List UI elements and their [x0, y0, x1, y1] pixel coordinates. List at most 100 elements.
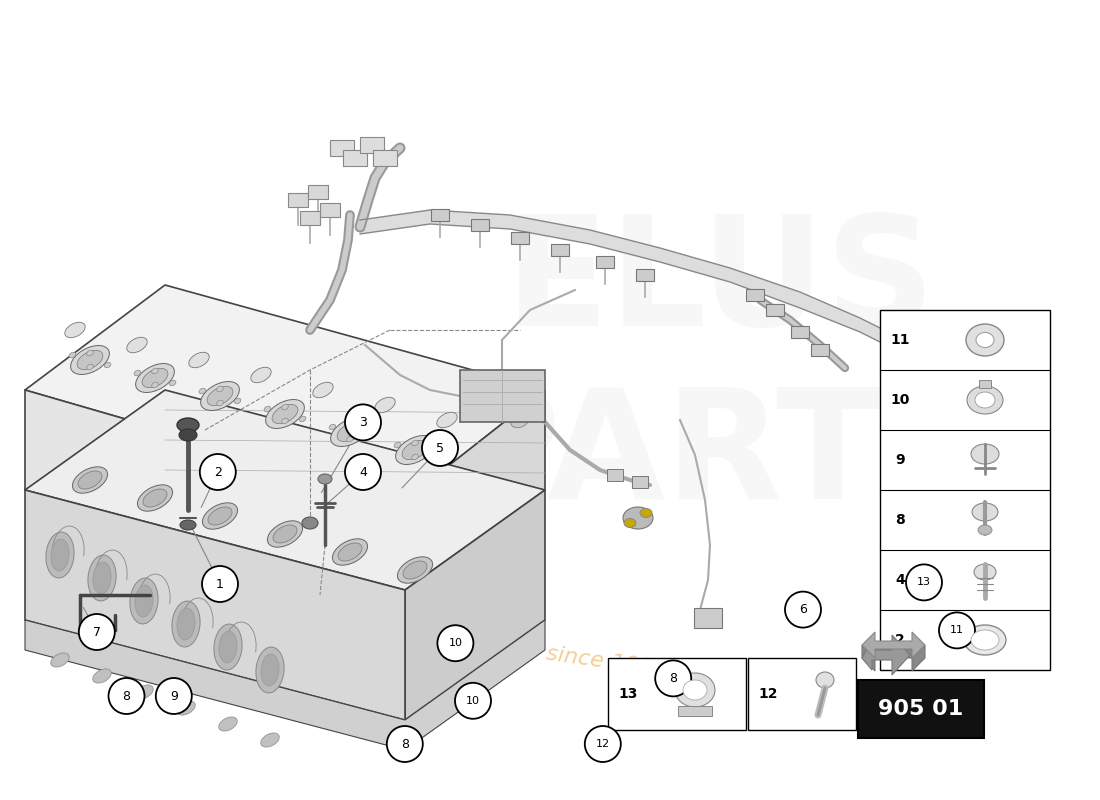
Bar	[330, 140, 354, 156]
Text: 13: 13	[917, 578, 931, 587]
Bar	[300, 211, 320, 225]
Text: 4: 4	[895, 573, 905, 587]
Ellipse shape	[403, 561, 427, 579]
Ellipse shape	[51, 539, 69, 571]
Circle shape	[906, 565, 942, 600]
Ellipse shape	[302, 517, 318, 529]
Ellipse shape	[964, 625, 1007, 655]
Ellipse shape	[675, 673, 715, 707]
Ellipse shape	[219, 717, 238, 731]
Ellipse shape	[208, 507, 232, 525]
Text: 10: 10	[466, 696, 480, 706]
Ellipse shape	[251, 367, 272, 382]
Ellipse shape	[177, 418, 199, 432]
Ellipse shape	[394, 442, 400, 448]
Text: 8: 8	[669, 672, 678, 685]
Text: 5: 5	[436, 442, 444, 454]
Bar	[471, 219, 490, 231]
Ellipse shape	[640, 509, 652, 518]
Ellipse shape	[429, 452, 436, 458]
Circle shape	[345, 454, 381, 490]
Ellipse shape	[213, 624, 242, 670]
Ellipse shape	[172, 601, 200, 647]
Text: 2: 2	[213, 466, 222, 478]
Polygon shape	[360, 210, 900, 352]
Ellipse shape	[318, 474, 332, 484]
Bar	[636, 269, 654, 281]
Bar	[632, 476, 648, 488]
Ellipse shape	[134, 685, 153, 699]
Circle shape	[156, 678, 191, 714]
Polygon shape	[25, 620, 544, 750]
Bar	[596, 256, 614, 268]
Text: 6: 6	[799, 603, 807, 616]
Text: 4: 4	[359, 466, 367, 478]
Text: 8: 8	[400, 738, 409, 750]
Bar	[360, 137, 384, 153]
Ellipse shape	[256, 647, 284, 693]
Ellipse shape	[972, 503, 998, 521]
Bar	[431, 209, 449, 221]
Polygon shape	[862, 635, 910, 675]
Text: 9: 9	[169, 690, 178, 702]
Ellipse shape	[976, 333, 994, 347]
Bar	[607, 469, 623, 481]
Bar	[694, 608, 722, 628]
Ellipse shape	[683, 680, 707, 700]
Ellipse shape	[403, 440, 428, 460]
Ellipse shape	[207, 386, 233, 406]
Ellipse shape	[623, 507, 653, 529]
Ellipse shape	[134, 370, 141, 376]
Ellipse shape	[437, 412, 458, 428]
Ellipse shape	[486, 394, 514, 416]
Text: 12: 12	[596, 739, 609, 749]
Ellipse shape	[46, 532, 74, 578]
Bar	[678, 706, 712, 716]
Bar	[608, 658, 746, 730]
Bar	[811, 344, 829, 356]
Bar	[858, 680, 984, 738]
Ellipse shape	[332, 539, 367, 565]
Bar	[551, 244, 569, 256]
Ellipse shape	[975, 392, 996, 408]
Circle shape	[422, 430, 458, 466]
Ellipse shape	[217, 400, 223, 406]
Ellipse shape	[375, 398, 395, 413]
Ellipse shape	[971, 444, 999, 464]
Ellipse shape	[331, 418, 370, 446]
Ellipse shape	[217, 386, 223, 392]
Text: 1: 1	[216, 578, 224, 590]
Ellipse shape	[974, 564, 996, 580]
Ellipse shape	[624, 518, 636, 527]
Ellipse shape	[143, 489, 167, 507]
Ellipse shape	[261, 733, 279, 747]
Circle shape	[455, 682, 491, 718]
Ellipse shape	[337, 422, 363, 442]
Ellipse shape	[177, 701, 196, 715]
Bar	[288, 193, 308, 207]
Ellipse shape	[397, 557, 432, 583]
Ellipse shape	[411, 454, 418, 460]
Ellipse shape	[51, 653, 69, 667]
Ellipse shape	[177, 608, 195, 640]
Ellipse shape	[77, 350, 103, 370]
Circle shape	[79, 614, 114, 650]
Ellipse shape	[180, 520, 196, 530]
Ellipse shape	[142, 368, 168, 388]
Bar	[343, 150, 367, 166]
Polygon shape	[405, 390, 544, 598]
Ellipse shape	[70, 346, 109, 374]
Ellipse shape	[272, 404, 298, 424]
Ellipse shape	[364, 434, 371, 440]
Ellipse shape	[411, 440, 418, 446]
Ellipse shape	[135, 363, 175, 393]
Ellipse shape	[265, 399, 305, 429]
Ellipse shape	[138, 485, 173, 511]
Text: 12: 12	[758, 687, 778, 701]
Polygon shape	[25, 285, 544, 500]
Ellipse shape	[267, 521, 303, 547]
Ellipse shape	[202, 503, 238, 529]
Text: 10: 10	[890, 393, 910, 407]
Ellipse shape	[179, 429, 197, 441]
Ellipse shape	[78, 471, 102, 489]
